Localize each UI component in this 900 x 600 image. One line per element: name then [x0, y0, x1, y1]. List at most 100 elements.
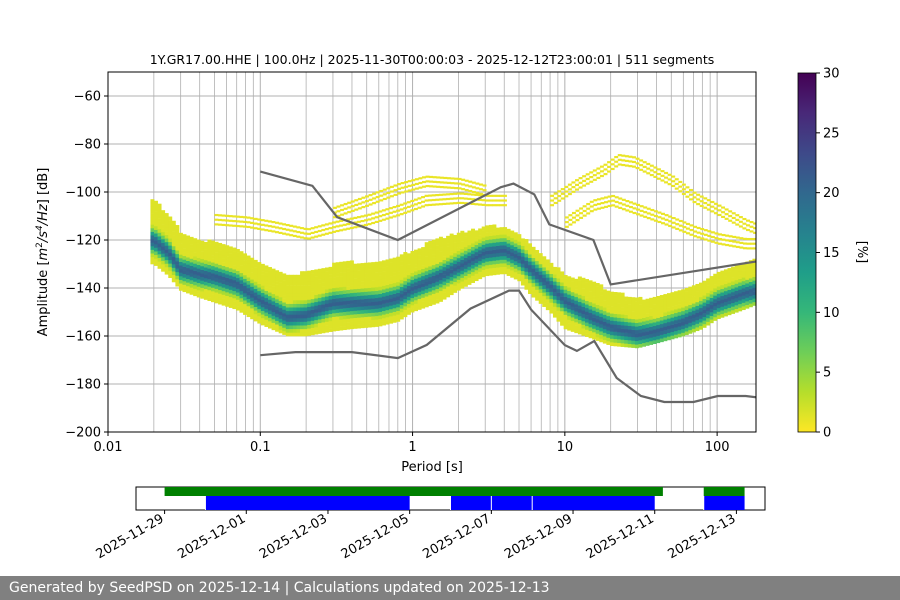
density-cell [620, 296, 625, 301]
density-cell [699, 314, 703, 319]
density-cell [723, 269, 728, 274]
density-cell [267, 274, 272, 279]
density-cell [723, 312, 728, 317]
density-cell [271, 290, 276, 295]
outlier-cell [468, 189, 473, 193]
density-cell [570, 281, 575, 286]
outlier-cell [296, 230, 301, 234]
density-cell [335, 316, 340, 321]
density-cell [503, 237, 508, 242]
density-cell [624, 296, 629, 301]
outlier-cell [575, 219, 580, 222]
density-cell [357, 317, 362, 322]
density-cell [235, 292, 240, 297]
density-cell [282, 331, 287, 335]
outlier-cell [678, 219, 683, 223]
density-cell [193, 285, 198, 289]
density-cell [602, 321, 607, 326]
density-cell [310, 331, 315, 336]
outlier-cell [585, 173, 590, 176]
density-cell [677, 308, 682, 313]
density-cell [663, 337, 668, 342]
density-cell [392, 286, 397, 291]
density-cell [332, 313, 337, 317]
density-cell [709, 319, 714, 324]
outlier-cell [389, 190, 394, 193]
density-cell [300, 314, 305, 319]
density-cell [175, 261, 180, 265]
density-cell [414, 271, 419, 276]
density-cell [585, 293, 589, 298]
density-cell [545, 306, 550, 311]
density-cell [303, 292, 308, 297]
density-cell [207, 261, 212, 266]
density-cell [453, 267, 458, 272]
density-cell [627, 296, 632, 301]
density-cell [271, 268, 276, 273]
density-cell [656, 310, 661, 315]
density-cell [567, 276, 572, 281]
density-cell [599, 302, 604, 307]
outlier-cell [424, 204, 429, 207]
density-cell [392, 272, 397, 276]
colorbar-tick-label: 30 [823, 67, 840, 82]
density-cell [211, 262, 215, 267]
density-cell [577, 326, 582, 331]
density-cell [260, 263, 265, 268]
density-cell [317, 319, 322, 324]
density-cell [606, 290, 611, 295]
psd-plot: 0.01 0.1 1 10 100 −200−180−160−140−120−100−8… [65, 71, 757, 455]
density-cell [218, 271, 223, 276]
density-cell [168, 259, 173, 264]
density-cell [734, 290, 739, 295]
density-cell [642, 324, 646, 329]
density-cell [428, 251, 433, 256]
outlier-cell [449, 197, 454, 200]
density-cell [178, 232, 183, 237]
density-cell [688, 326, 693, 331]
outlier-cell [361, 205, 366, 209]
outlier-cell [343, 207, 348, 210]
density-cell [282, 280, 287, 285]
outlier-cell [478, 203, 482, 206]
density-cell [748, 296, 753, 301]
outlier-cell [664, 214, 669, 217]
density-cell [699, 293, 703, 298]
outlier-cell [742, 247, 747, 250]
density-cell [478, 264, 483, 269]
density-cell [428, 240, 433, 245]
density-cell [741, 284, 746, 289]
outlier-cell [628, 210, 633, 213]
density-cell [168, 234, 173, 239]
outlier-cell [454, 182, 459, 185]
density-cell [542, 295, 547, 300]
density-cell [271, 311, 276, 316]
outlier-cell [400, 186, 405, 189]
outlier-cell [356, 216, 361, 219]
outlier-cell [368, 198, 373, 201]
density-cell [175, 253, 180, 258]
density-cell [577, 276, 582, 281]
density-cell [577, 319, 582, 324]
density-cell [310, 316, 315, 321]
outlier-cell [678, 185, 683, 188]
density-cell [488, 271, 493, 276]
density-cell [267, 321, 272, 325]
density-cell [310, 273, 315, 278]
density-cell [428, 248, 433, 253]
density-cell [713, 309, 718, 314]
outlier-cell [553, 201, 558, 205]
density-cell [563, 311, 568, 315]
density-cell [321, 289, 326, 294]
density-cell [278, 325, 283, 330]
density-cell [556, 270, 561, 275]
density-cell [342, 286, 347, 291]
density-cell [478, 235, 483, 240]
outlier-cell [285, 233, 290, 236]
density-cell [346, 293, 351, 298]
density-cell [346, 325, 351, 330]
density-cell [513, 271, 518, 276]
density-cell [549, 288, 554, 292]
density-cell [321, 314, 326, 319]
outlier-cell [653, 214, 658, 218]
